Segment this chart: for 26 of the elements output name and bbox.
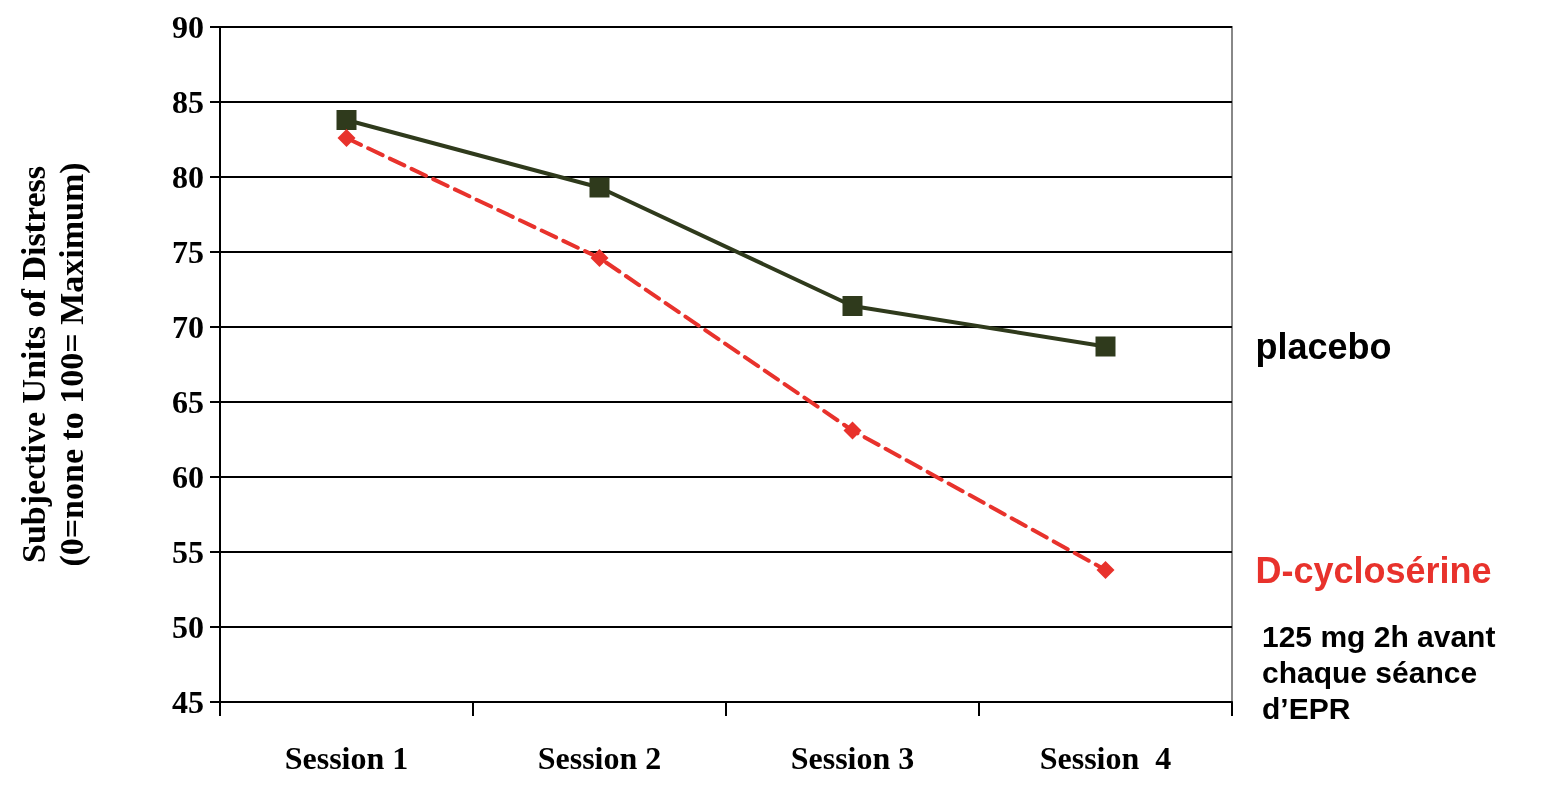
y-tick-label: 90 (172, 9, 204, 45)
y-tick-label: 85 (172, 84, 204, 120)
point (590, 249, 609, 267)
x-tick-label: Session 3 (790, 740, 915, 776)
y-tick-label: 60 (172, 459, 204, 495)
y-tick-label: 70 (172, 309, 204, 345)
y-tick-label: 75 (172, 234, 204, 270)
x-tick-label: Session 4 (1039, 740, 1172, 776)
x-tick-label: Session 2 (537, 740, 662, 776)
y-axis-title: Subjective Units of Distress (0=none to 100= Maximum) (14, 162, 91, 567)
point (842, 296, 863, 316)
y-tick-label: 45 (172, 684, 204, 720)
text: D-cyclosérine (1255, 549, 1492, 591)
y-tick-label: 55 (172, 534, 204, 570)
text: 125 mg 2h avant chaque séance d’EPR (1262, 619, 1504, 725)
y-tick-label: 80 (172, 159, 204, 195)
point (843, 421, 862, 440)
point (589, 177, 610, 198)
text: placebo (1255, 326, 1392, 367)
x-tick-label: Session 1 (284, 740, 409, 776)
point (1095, 336, 1116, 357)
point (336, 110, 357, 130)
point (337, 129, 356, 147)
y-tick-label: 50 (172, 609, 204, 645)
y-tick-label: 65 (172, 384, 204, 420)
point (1096, 561, 1115, 579)
